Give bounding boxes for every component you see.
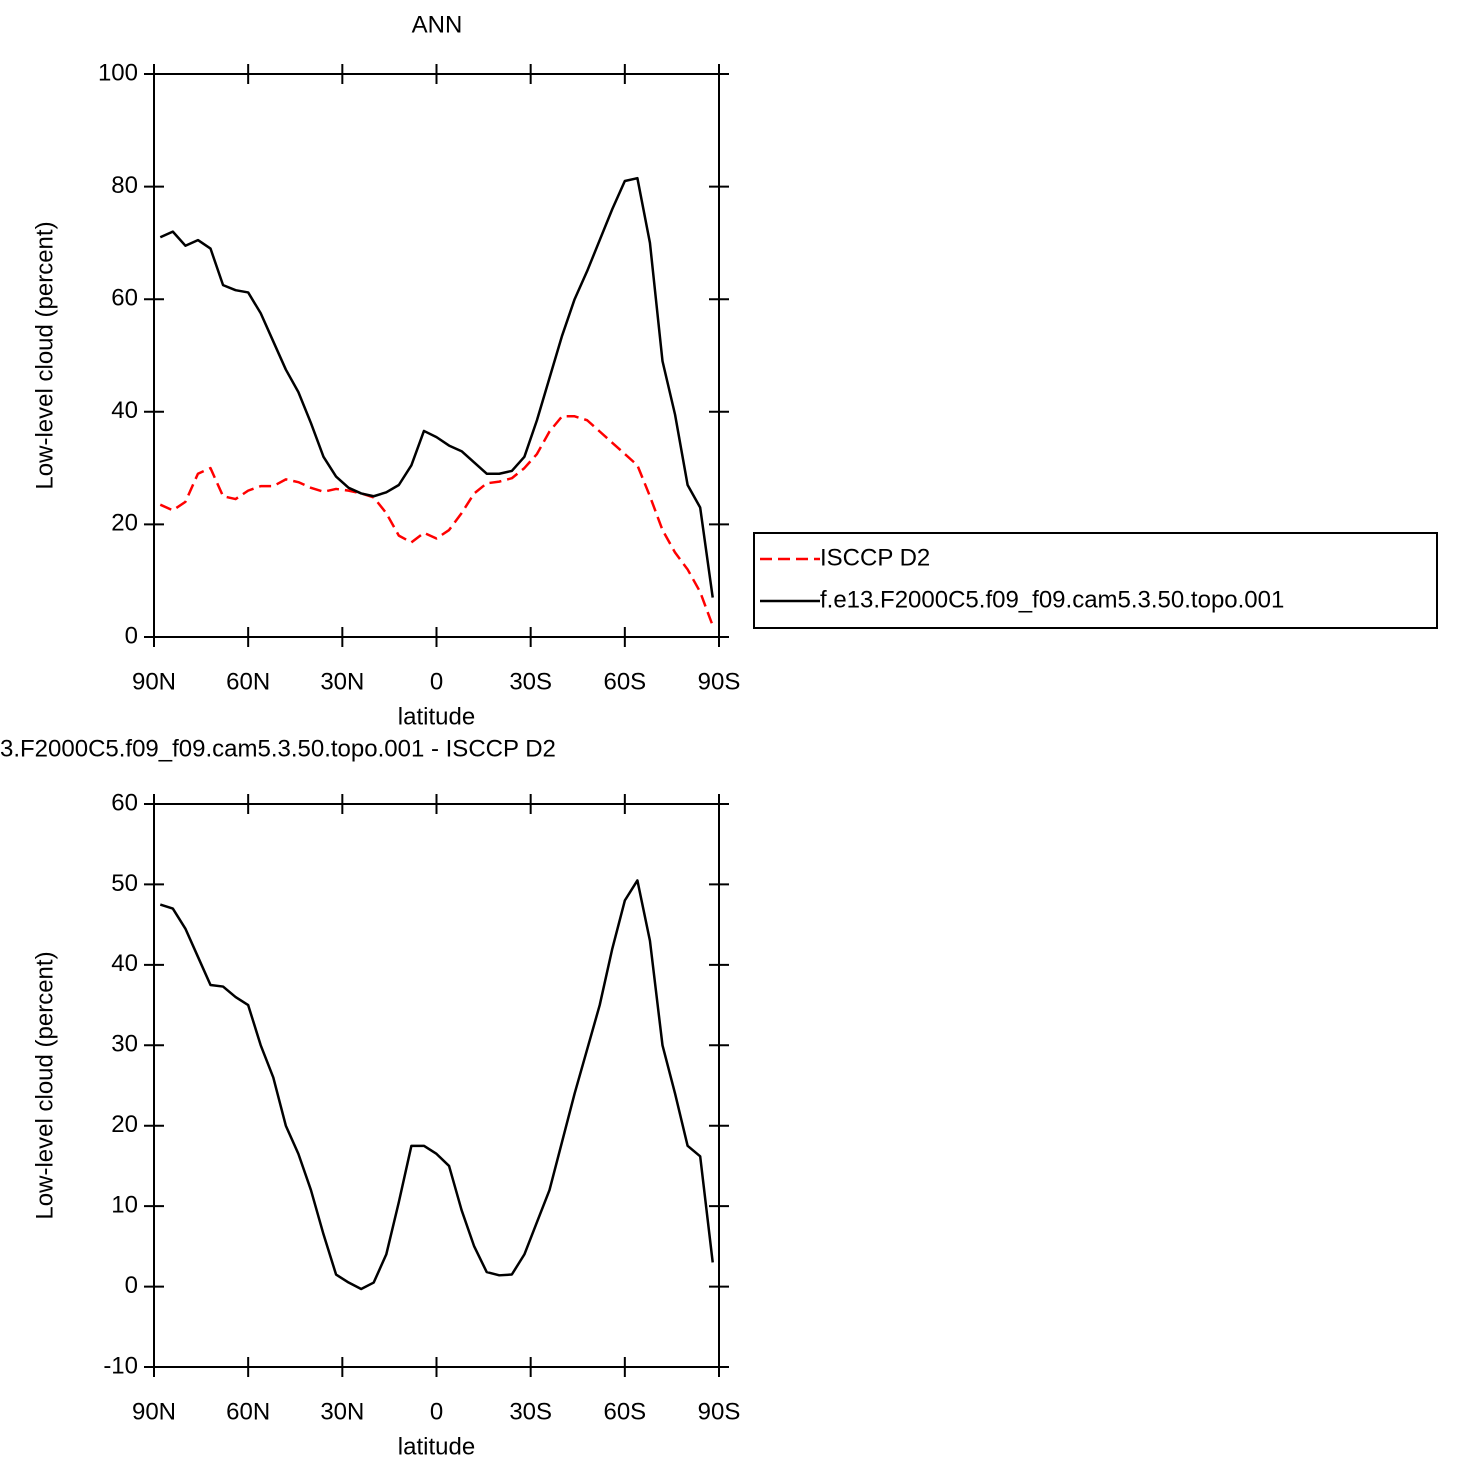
x-axis-label: latitude xyxy=(398,1433,475,1460)
y-tick-label: 40 xyxy=(111,397,138,424)
y-tick-label: -10 xyxy=(103,1352,138,1379)
legend-label: f.e13.F2000C5.f09_f09.cam5.3.50.topo.001 xyxy=(820,586,1284,613)
y-axis-label: Low-level cloud (percent) xyxy=(31,221,58,489)
y-tick-label: 20 xyxy=(111,510,138,537)
legend-label: ISCCP D2 xyxy=(820,544,930,571)
y-tick-label: 80 xyxy=(111,172,138,199)
x-tick-label: 30N xyxy=(320,668,364,695)
x-tick-label: 0 xyxy=(430,1398,443,1425)
data-line xyxy=(159,176,714,598)
y-axis-label: Low-level cloud (percent) xyxy=(31,951,58,1219)
x-tick-label: 60N xyxy=(226,1398,270,1425)
data-line xyxy=(159,879,714,1291)
y-tick-label: 50 xyxy=(111,870,138,897)
x-axis-label: latitude xyxy=(398,703,475,730)
x-tick-label: 60S xyxy=(603,668,646,695)
y-tick-label: 60 xyxy=(111,285,138,312)
x-tick-label: 30S xyxy=(509,1398,552,1425)
x-tick-label: 90S xyxy=(698,1398,741,1425)
x-tick-label: 0 xyxy=(430,668,443,695)
y-tick-label: 20 xyxy=(111,1111,138,1138)
y-tick-label: 40 xyxy=(111,950,138,977)
x-tick-label: 60S xyxy=(603,1398,646,1425)
y-tick-label: 60 xyxy=(111,789,138,816)
x-tick-label: 30N xyxy=(320,1398,364,1425)
y-tick-label: 0 xyxy=(125,1272,138,1299)
legend-box xyxy=(753,532,1438,629)
x-tick-label: 30S xyxy=(509,668,552,695)
plot-frame xyxy=(153,73,720,638)
x-tick-label: 90S xyxy=(698,668,741,695)
legend: ISCCP D2 f.e13.F2000C5.f09_f09.cam5.3.50.… xyxy=(753,532,1438,629)
y-tick-label: 30 xyxy=(111,1031,138,1058)
plot-frame xyxy=(153,803,720,1368)
y-tick-label: 0 xyxy=(125,622,138,649)
x-tick-label: 60N xyxy=(226,668,270,695)
y-tick-label: 100 xyxy=(98,59,138,86)
chart-title: 3.F2000C5.f09_f09.cam5.3.50.topo.001 - I… xyxy=(0,735,556,762)
x-tick-label: 90N xyxy=(132,1398,176,1425)
data-line xyxy=(159,415,714,627)
y-tick-label: 10 xyxy=(111,1191,138,1218)
x-tick-label: 90N xyxy=(132,668,176,695)
chart-title: ANN xyxy=(412,11,463,38)
